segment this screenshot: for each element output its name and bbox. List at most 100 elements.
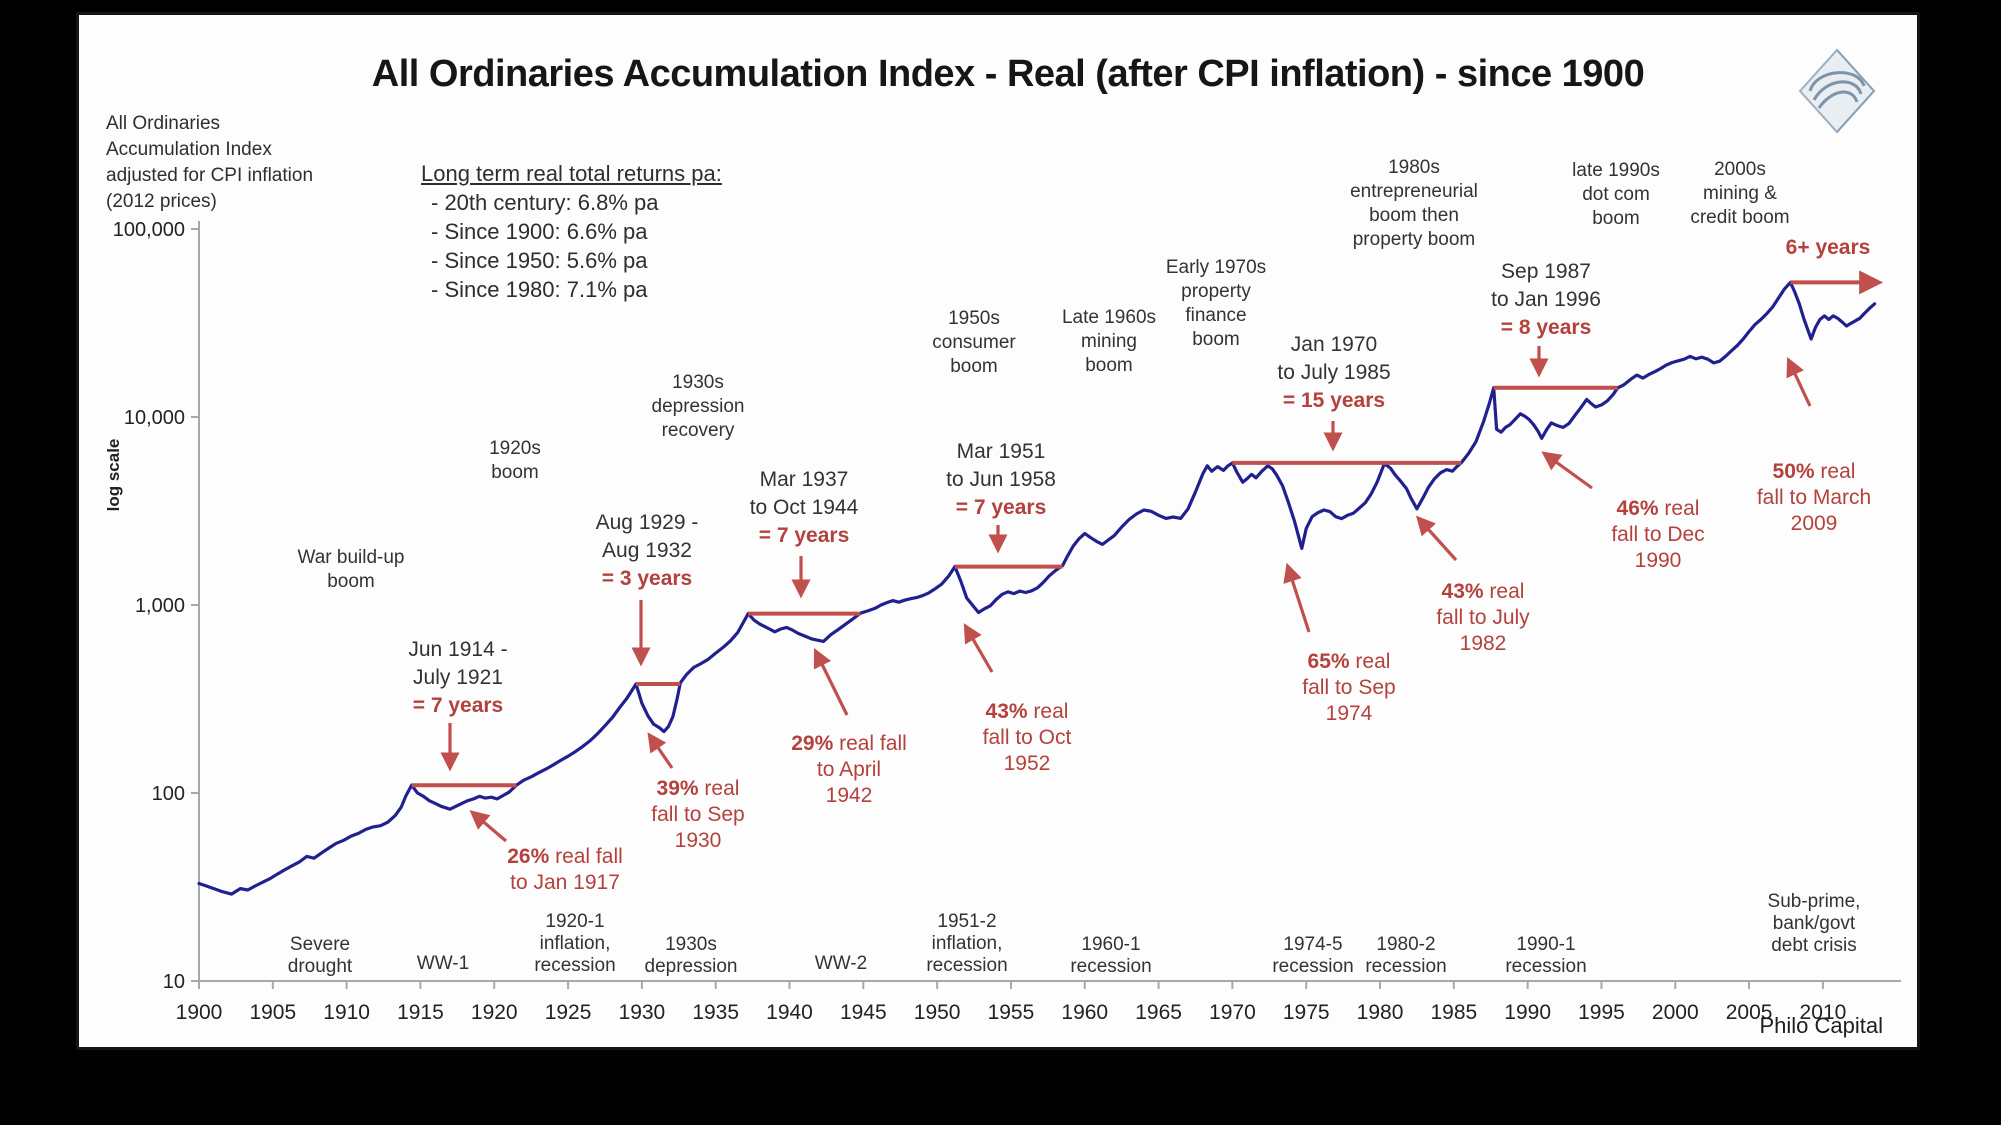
annotation-line: 1990 — [1634, 549, 1682, 572]
fall-annotation: 26% real fall to Jan 1917 — [507, 844, 623, 896]
chart-slide: All Ordinaries Accumulation Index - Real… — [76, 12, 1920, 1050]
annotation-line: recession — [534, 955, 616, 976]
annotation-line: drought — [287, 956, 353, 977]
fall-arrow — [1283, 562, 1311, 633]
annotation-line: Late 1960s — [1061, 307, 1157, 328]
annotation-line: fall to Dec — [1611, 523, 1705, 546]
annotation-line: to Jan 1917 — [510, 871, 620, 894]
x-axis-tick-label: 1960 — [1061, 1001, 1108, 1024]
x-axis-tick-label: 1990 — [1504, 1001, 1551, 1024]
annotation-line: boom — [1085, 355, 1133, 376]
annotation-line: 39% real — [656, 777, 740, 800]
y-axis-description: All Ordinaries Accumulation Index adjusted… — [106, 111, 313, 215]
recession-annotation: 1990-1 recession — [1505, 934, 1586, 978]
annotation-line: fall to March — [1756, 486, 1872, 509]
annotation-line: recession — [1365, 956, 1447, 977]
recession-annotation: WW-2 — [815, 953, 867, 975]
annotation-line: mining — [1081, 331, 1137, 352]
annotation-line: recovery — [661, 420, 735, 441]
boom-annotation: Early 1970s property finance boom — [1166, 256, 1266, 352]
annotation-line: fall to Sep — [1302, 676, 1396, 699]
returns-legend-item: - Since 1980: 7.1% pa — [431, 277, 648, 302]
annotation-line: recession — [926, 955, 1008, 976]
annotation-line: depression — [651, 396, 745, 417]
boom-annotation: 1930s depression recovery — [652, 371, 745, 443]
x-axis-tick-label: 1945 — [840, 1001, 887, 1024]
annotation-line: Sub-prime, — [1767, 891, 1861, 912]
x-axis-tick-label: 1940 — [766, 1001, 813, 1024]
annotation-line: 43% real — [985, 700, 1069, 723]
x-axis-tick-label: 1985 — [1430, 1001, 1477, 1024]
annotation-line: boom — [491, 462, 539, 483]
annotation-line: to April — [816, 758, 882, 781]
x-axis-tick-label: 1930 — [619, 1001, 666, 1024]
annotation-line: Mar 1937 — [759, 468, 849, 491]
recession-annotation: 1980-2 recession — [1365, 934, 1446, 978]
fall-annotation: 43% real fall to July 1982 — [1436, 579, 1529, 657]
annotation-line: Aug 1932 — [602, 539, 692, 562]
annotation-line: 1951-2 — [937, 911, 997, 932]
annotation-line: 26% real fall — [507, 845, 623, 868]
annotation-line: = 3 years — [601, 567, 693, 590]
annotation-line: fall to Oct — [982, 726, 1072, 749]
annotation-line: Aug 1929 - — [595, 511, 699, 534]
annotation-line: property boom — [1352, 229, 1476, 250]
y-axis-tick-label: 100,000 — [113, 219, 185, 241]
returns-legend: Long term real total returns pa: - 20th … — [421, 159, 722, 304]
annotation-line: credit boom — [1690, 207, 1790, 228]
annotation-line: 1980-2 — [1376, 934, 1436, 955]
fall-annotation: 29% real fall to April 1942 — [791, 731, 907, 809]
page-title: All Ordinaries Accumulation Index - Real… — [371, 53, 1645, 95]
fall-annotation: 65% real fall to Sep 1974 — [1302, 649, 1395, 727]
annotation-line: Mar 1951 — [956, 440, 1046, 463]
boom-annotation: 1980s entrepreneurial boom then property bo… — [1350, 156, 1478, 252]
annotation-line: = 7 years — [955, 496, 1047, 519]
y-axis-description-line: (2012 prices) — [106, 191, 217, 212]
annotation-line: Sep 1987 — [1501, 260, 1591, 283]
annotation-line: recession — [1505, 956, 1587, 977]
x-axis-tick-label: 1910 — [323, 1001, 370, 1024]
period-annotation: Sep 1987 to Jan 1996 = 8 years — [1491, 258, 1601, 342]
fall-arrow — [813, 647, 849, 716]
annotation-line: recession — [1070, 956, 1152, 977]
x-axis-tick-label: 1965 — [1135, 1001, 1182, 1024]
fall-annotation: 50% real fall to March 2009 — [1757, 459, 1871, 537]
annotation-line: 1952 — [1003, 752, 1051, 775]
returns-legend-item: - Since 1950: 5.6% pa — [431, 248, 648, 273]
annotation-line: mining & — [1703, 183, 1777, 204]
annotation-line: 1980s — [1388, 157, 1440, 178]
period-annotation: Jan 1970 to July 1985 = 15 years — [1277, 331, 1390, 415]
recession-annotation: Severe drought — [288, 934, 352, 978]
x-axis-tick-label: 1950 — [914, 1001, 961, 1024]
period-annotation: 6+ years — [1786, 234, 1871, 262]
fall-annotation: 46% real fall to Dec 1990 — [1611, 496, 1704, 574]
annotation-line: 6+ years — [1785, 236, 1871, 259]
fall-arrow — [1786, 356, 1812, 407]
annotation-line: 50% real — [1772, 460, 1856, 483]
x-axis-tick-label: 1955 — [988, 1001, 1035, 1024]
fall-arrow — [1541, 451, 1593, 490]
annotation-line: fall to Sep — [651, 803, 745, 826]
fall-arrow — [1415, 515, 1458, 562]
annotation-line: 1930s — [672, 372, 724, 393]
x-axis-tick-label: 1995 — [1578, 1001, 1625, 1024]
y-axis-tick-label: 1,000 — [135, 595, 185, 617]
boom-annotation: 1950s consumer boom — [932, 307, 1015, 379]
x-axis-tick-label: 2000 — [1652, 1001, 1699, 1024]
annotation-line: inflation, — [931, 933, 1003, 954]
annotation-line: 46% real — [1616, 497, 1700, 520]
annotation-line: Severe — [289, 934, 351, 955]
annotation-line: 1990-1 — [1516, 934, 1576, 955]
annotation-line: = 7 years — [412, 694, 504, 717]
y-axis-tick-label: 100 — [152, 783, 185, 805]
annotation-line: 2000s — [1714, 159, 1766, 180]
y-axis-tick-label: 10,000 — [124, 407, 185, 429]
annotation-line: 29% real fall — [791, 732, 907, 755]
annotation-line: 1930s — [665, 934, 717, 955]
annotation-line: consumer — [932, 332, 1016, 353]
y-axis-description-line: adjusted for CPI inflation — [106, 165, 314, 186]
annotation-line: WW-2 — [814, 953, 868, 974]
annotation-line: boom — [1192, 329, 1240, 350]
annotation-line: Jan 1970 — [1290, 333, 1378, 356]
recession-annotation: Sub-prime, bank/govt debt crisis — [1768, 891, 1861, 957]
